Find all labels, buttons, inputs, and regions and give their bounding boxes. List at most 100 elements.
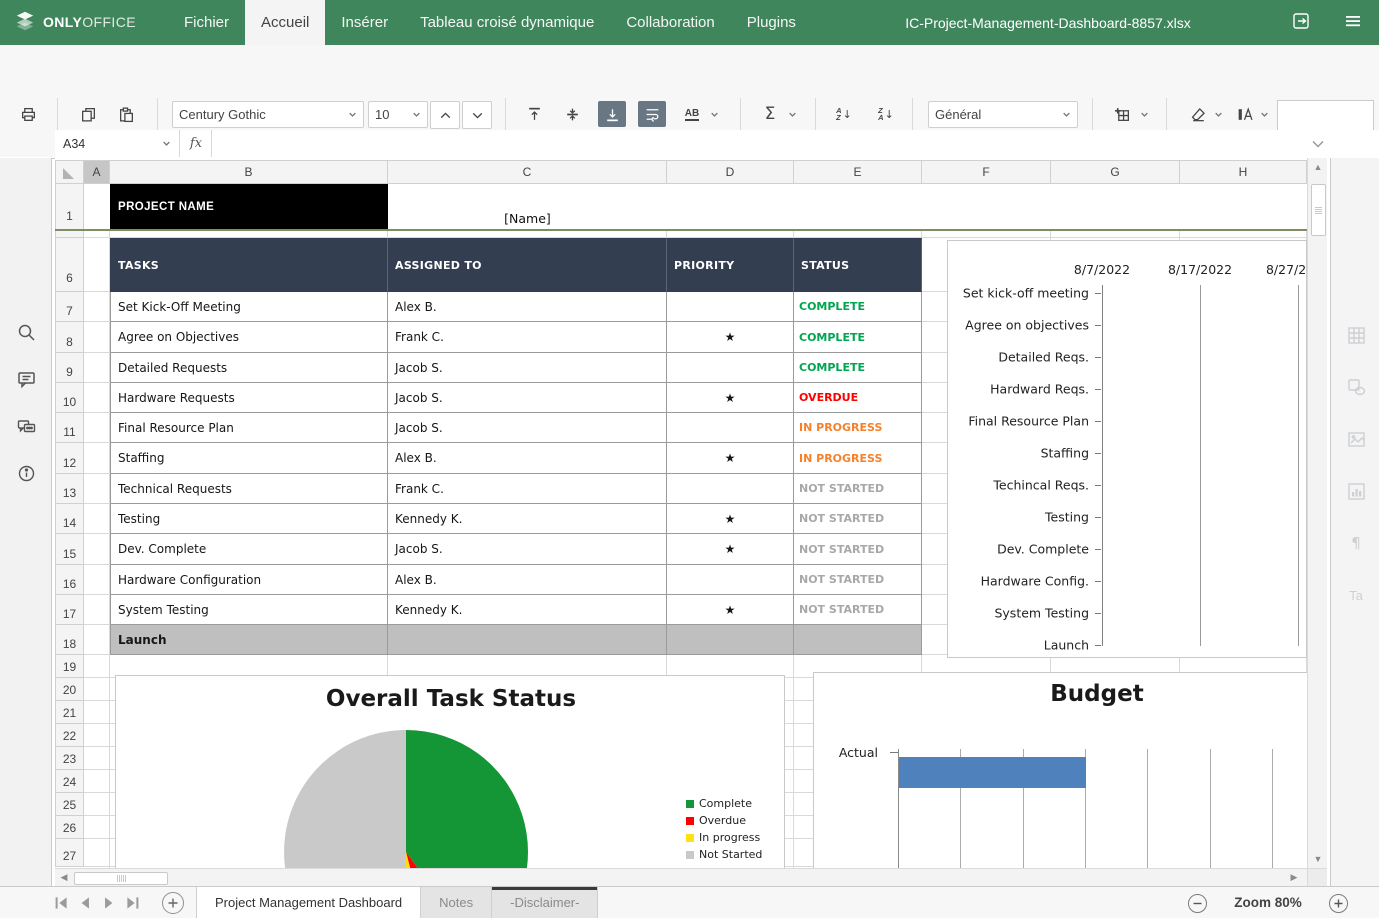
document-title[interactable]: IC-Project-Management-Dashboard-8857.xls… <box>905 14 1191 31</box>
font-size-select[interactable]: 10 <box>368 101 428 128</box>
row-header-6[interactable]: 6 <box>55 238 84 292</box>
cell-assigned-to[interactable]: Kennedy K. <box>388 504 667 534</box>
row-header-26[interactable]: 26 <box>55 816 84 839</box>
font-name-select[interactable]: Century Gothic <box>172 101 364 128</box>
cell-assigned-to[interactable]: Jacob S. <box>388 413 667 443</box>
insert-cells-dropdown[interactable] <box>1138 101 1150 127</box>
clear-dropdown[interactable] <box>1212 101 1224 127</box>
add-sheet-button[interactable] <box>162 892 184 914</box>
cell-task[interactable]: Hardware Requests <box>110 383 388 413</box>
row-header-17[interactable]: 17 <box>55 595 84 625</box>
cell-status[interactable]: COMPLETE <box>794 292 922 322</box>
column-header-E[interactable]: E <box>794 160 922 184</box>
align-top-button[interactable] <box>520 101 548 127</box>
sort-ascending-button[interactable]: A Z ↓ <box>830 101 858 127</box>
comments-icon[interactable] <box>14 367 38 391</box>
column-header-F[interactable]: F <box>922 160 1051 184</box>
conditional-formatting-dropdown[interactable] <box>1258 101 1270 127</box>
row-header-18[interactable]: 18 <box>55 625 84 655</box>
row-header-11[interactable]: 11 <box>55 413 84 443</box>
project-name-cell[interactable]: PROJECT NAME <box>110 184 388 230</box>
cell-name-box[interactable]: A34 <box>55 130 180 157</box>
row-header-1[interactable]: 1 <box>55 184 84 230</box>
column-header-C[interactable]: C <box>388 160 667 184</box>
zoom-in-button[interactable] <box>1329 894 1348 913</box>
row-header-7[interactable]: 7 <box>55 292 84 322</box>
cell-task[interactable]: Launch <box>110 625 388 655</box>
cell-priority[interactable]: ★ <box>667 383 794 413</box>
row-header-27[interactable]: 27 <box>55 839 84 867</box>
cell-priority[interactable] <box>667 413 794 443</box>
cell-priority[interactable]: ★ <box>667 443 794 474</box>
cell-task[interactable]: Staffing <box>110 443 388 474</box>
increment-font-size-button[interactable] <box>430 101 460 129</box>
sheet-tab-project-management-dashboard[interactable]: Project Management Dashboard <box>196 887 422 918</box>
cell-assigned-to[interactable]: Alex B. <box>388 292 667 322</box>
cell-status[interactable]: OVERDUE <box>794 383 922 413</box>
cell-priority[interactable] <box>667 353 794 383</box>
cell-assigned-to[interactable]: Frank C. <box>388 322 667 353</box>
zoom-level-label[interactable]: Zoom 80% <box>1234 895 1302 910</box>
sheet-grid[interactable]: PROJECT NAME [Name] TASKS ASSIGNED TO PRIO… <box>84 184 1307 868</box>
cell-task[interactable]: Detailed Requests <box>110 353 388 383</box>
row-header-24[interactable]: 24 <box>55 770 84 793</box>
cell-assigned-to[interactable]: Frank C. <box>388 474 667 504</box>
autosum-button[interactable]: Σ <box>764 104 776 124</box>
cell-task[interactable]: Hardware Configuration <box>110 565 388 595</box>
paste-button[interactable] <box>112 101 140 127</box>
first-sheet-button[interactable] <box>52 894 70 912</box>
chart-settings-icon[interactable] <box>1344 479 1368 503</box>
decrement-font-size-button[interactable] <box>462 101 492 129</box>
print-button[interactable] <box>14 101 42 127</box>
menu-tab-accueil[interactable]: Accueil <box>245 0 326 45</box>
row-header-14[interactable]: 14 <box>55 504 84 534</box>
vertical-scrollbar[interactable]: ▲ ▼ <box>1307 158 1327 868</box>
menu-tab-tableau-crois-dynamique[interactable]: Tableau croisé dynamique <box>420 14 595 31</box>
cell-assigned-to[interactable]: Jacob S. <box>388 534 667 565</box>
cell-status[interactable]: COMPLETE <box>794 353 922 383</box>
copy-button[interactable] <box>74 101 102 127</box>
menu-tab-fichier[interactable]: Fichier <box>184 14 230 31</box>
budget-chart[interactable]: Budget Actual <box>813 672 1307 868</box>
row-header-9[interactable]: 9 <box>55 353 84 383</box>
cell-status[interactable]: IN PROGRESS <box>794 443 922 474</box>
cell-priority[interactable]: ★ <box>667 504 794 534</box>
number-format-select[interactable]: Général <box>928 101 1078 128</box>
cell-task[interactable]: Testing <box>110 504 388 534</box>
paragraph-settings-icon[interactable]: ¶ <box>1351 534 1361 552</box>
cell-assigned-to[interactable]: Alex B. <box>388 443 667 474</box>
menu-tab-plugins[interactable]: Plugins <box>746 14 796 31</box>
row-header-5[interactable]: 5 <box>55 230 84 238</box>
conditional-formatting-button[interactable] <box>1230 101 1258 127</box>
cell-priority[interactable] <box>667 565 794 595</box>
cell-priority[interactable]: ★ <box>667 534 794 565</box>
textart-settings-icon[interactable]: Ta <box>1349 587 1363 603</box>
cell-task[interactable]: Set Kick-Off Meeting <box>110 292 388 322</box>
align-middle-button[interactable] <box>558 101 586 127</box>
cell-status[interactable]: COMPLETE <box>794 322 922 353</box>
task-table[interactable]: TASKS ASSIGNED TO PRIORITY STATUS Set Kick-O… <box>110 238 922 655</box>
row-header-25[interactable]: 25 <box>55 793 84 816</box>
cell-assigned-to[interactable]: Alex B. <box>388 565 667 595</box>
row-header-13[interactable]: 13 <box>55 474 84 504</box>
column-header-G[interactable]: G <box>1051 160 1180 184</box>
formula-input[interactable] <box>212 130 1302 157</box>
column-header-B[interactable]: B <box>110 160 388 184</box>
last-sheet-button[interactable] <box>124 894 142 912</box>
cell-priority[interactable] <box>667 292 794 322</box>
row-header-8[interactable]: 8 <box>55 322 84 353</box>
cell-empty[interactable] <box>667 625 794 655</box>
cell-status[interactable]: NOT STARTED <box>794 474 922 504</box>
cell-status[interactable]: NOT STARTED <box>794 565 922 595</box>
row-header-15[interactable]: 15 <box>55 534 84 565</box>
clear-button[interactable] <box>1184 101 1212 127</box>
gantt-chart[interactable]: 8/7/2022 8/17/2022 8/27/2022 Set kick-off m… <box>947 240 1307 658</box>
orientation-dropdown[interactable] <box>708 101 720 127</box>
align-bottom-button[interactable] <box>598 101 626 127</box>
cell-empty[interactable] <box>388 625 667 655</box>
cell-priority[interactable]: ★ <box>667 595 794 625</box>
chat-icon[interactable] <box>14 414 38 438</box>
vertical-scroll-thumb[interactable] <box>1311 184 1326 236</box>
scroll-up-arrow[interactable]: ▲ <box>1313 162 1323 172</box>
scroll-right-arrow[interactable]: ▶ <box>1290 872 1298 882</box>
